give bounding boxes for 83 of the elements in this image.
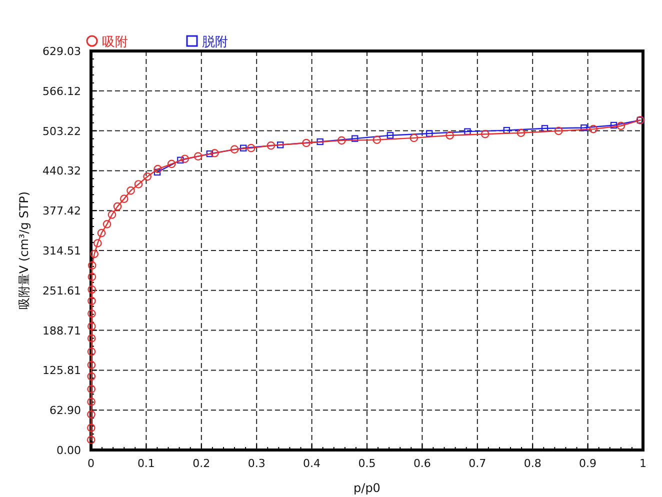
point (554, 126, 563, 136)
point (302, 138, 310, 148)
x-tick-label: 0.3 (248, 457, 266, 470)
x-tick-label: 0.6 (413, 457, 431, 470)
point (410, 134, 418, 142)
point (372, 136, 382, 144)
point (240, 144, 247, 152)
point (88, 272, 96, 281)
point (87, 384, 96, 394)
point (589, 124, 598, 134)
point (154, 168, 161, 176)
point (426, 130, 433, 137)
x-tick-label: 1 (640, 457, 646, 470)
point (337, 136, 346, 145)
x-tick-label: 0.2 (192, 457, 210, 470)
point (503, 126, 510, 134)
x-tick-label: 0.7 (468, 457, 486, 470)
point (352, 135, 358, 142)
point (210, 148, 219, 158)
point (246, 144, 256, 152)
point (177, 156, 184, 164)
point (93, 239, 102, 248)
y-tick-label: 377.42 (42, 204, 81, 218)
point (87, 410, 96, 419)
point (88, 296, 96, 306)
point (87, 424, 96, 432)
point (167, 160, 176, 168)
point (516, 128, 526, 137)
point (206, 150, 214, 158)
point (113, 202, 122, 211)
point (87, 360, 96, 370)
legend-label: 吸附 (102, 35, 128, 50)
point (120, 194, 128, 203)
point (97, 228, 106, 238)
point (446, 131, 454, 140)
y-axis-title: 吸附量V (cm³/g STP) (17, 191, 31, 310)
y-tick-label: 566.12 (42, 84, 81, 98)
point (580, 124, 588, 132)
y-tick-label: 0.00 (56, 444, 81, 457)
point (126, 186, 135, 195)
point (180, 154, 189, 163)
point (154, 164, 162, 174)
x-tick-label: 0.1 (137, 457, 155, 470)
point (610, 122, 618, 129)
x-tick-label: 0.4 (303, 457, 321, 470)
point (87, 348, 96, 356)
x-axis-title: p/p0 (354, 481, 380, 495)
point (386, 132, 394, 139)
point (616, 122, 626, 130)
y-tick-label: 125.81 (42, 364, 81, 378)
point (88, 309, 96, 318)
x-tick-label: 0.9 (579, 457, 597, 470)
y-tick-label: 188.71 (42, 324, 81, 338)
legend-label: 脱附 (202, 35, 228, 50)
point (90, 250, 98, 258)
point (464, 128, 471, 135)
y-tick-label: 251.61 (42, 284, 81, 298)
y-tick-label: 440.32 (42, 164, 81, 178)
point (87, 322, 96, 330)
point (541, 125, 548, 132)
x-tick-label: 0.5 (358, 457, 376, 470)
y-tick-label: 503.22 (42, 124, 81, 138)
y-tick-label: 314.51 (42, 244, 81, 258)
point (108, 210, 116, 219)
point (276, 142, 284, 148)
point (88, 285, 96, 294)
point (266, 141, 276, 150)
point (87, 398, 96, 406)
x-tick-label: 0.8 (524, 457, 542, 470)
point (316, 138, 324, 146)
point (194, 152, 202, 160)
point (87, 334, 96, 343)
y-tick-label: 629.03 (42, 45, 81, 58)
point (87, 372, 96, 381)
point (134, 180, 143, 188)
x-tick-label: 0 (88, 457, 94, 470)
point (480, 130, 490, 138)
point (102, 220, 112, 228)
point (86, 436, 96, 444)
point (143, 172, 152, 181)
point (88, 261, 96, 270)
y-tick-label: 62.90 (50, 404, 81, 418)
point (230, 145, 239, 154)
